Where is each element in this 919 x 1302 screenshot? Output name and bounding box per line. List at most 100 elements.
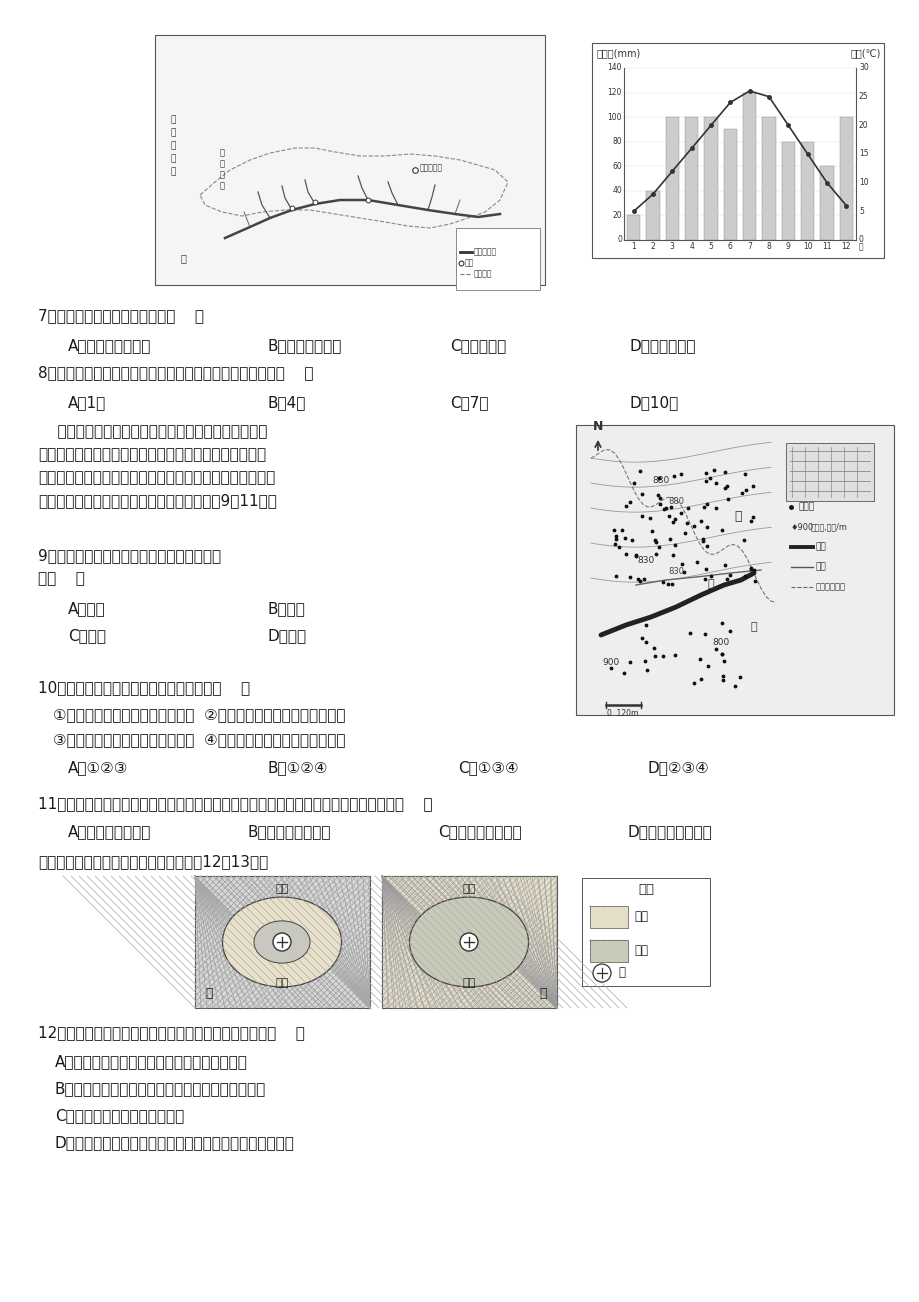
Text: C．降水: C．降水 (68, 628, 106, 643)
Text: C．由于风力侵蚀形成风蚀洼地: C．由于风力侵蚀形成风蚀洼地 (55, 1108, 184, 1124)
Text: 千户苗寨边界: 千户苗寨边界 (815, 582, 845, 591)
Ellipse shape (222, 897, 341, 987)
Text: 草地: 草地 (462, 978, 475, 988)
Text: 30: 30 (858, 64, 868, 73)
Text: 5: 5 (858, 207, 863, 216)
Text: A．①②③: A．①②③ (68, 760, 129, 775)
Text: 100: 100 (607, 113, 621, 121)
Text: 纳: 纳 (220, 159, 224, 168)
Bar (762, 117, 775, 240)
Text: A．家家打稻趁霜晴: A．家家打稻趁霜晴 (68, 824, 152, 838)
Text: 830: 830 (667, 566, 683, 575)
Text: 月: 月 (858, 242, 863, 251)
Text: 吊脚楼: 吊脚楼 (798, 503, 814, 512)
Text: 1: 1 (630, 242, 635, 251)
Text: A．河流的梯级开发: A．河流的梯级开发 (68, 339, 152, 353)
Text: 甲: 甲 (205, 987, 212, 1000)
Text: 3: 3 (669, 242, 674, 251)
Text: 读我国西北部内陆两地景观示意图，回哿12～13题。: 读我国西北部内陆两地景观示意图，回哿12～13题。 (38, 854, 268, 868)
Text: D．地形: D．地形 (267, 628, 307, 643)
Text: 10: 10 (802, 242, 811, 251)
Text: D．梨花淡白柳深青: D．梨花淡白柳深青 (628, 824, 712, 838)
FancyBboxPatch shape (575, 424, 893, 715)
Text: 5: 5 (708, 242, 712, 251)
Text: A．1月: A．1月 (68, 395, 106, 410)
Text: 气温(℃): 气温(℃) (850, 48, 880, 59)
Bar (195, 876, 369, 1008)
Text: 大坝和船闸: 大坝和船闸 (473, 247, 496, 256)
Bar (589, 940, 628, 962)
FancyBboxPatch shape (456, 228, 539, 290)
Text: 60: 60 (611, 161, 621, 171)
Text: C．①③④: C．①③④ (458, 760, 518, 775)
Text: 西: 西 (170, 141, 176, 150)
Text: 某断层谷地。层层落落的木质吹脚楼依山而建，呵梯状逐: 某断层谷地。层层落落的木质吹脚楼依山而建，呵梯状逐 (38, 447, 266, 462)
Text: 公路: 公路 (815, 562, 826, 572)
Bar (645, 191, 659, 240)
Text: 井: 井 (618, 966, 624, 979)
Bar (722, 129, 736, 240)
Bar (820, 167, 833, 240)
Text: 10．吹脚楼与自然环境的和谐共融体现在（    ）: 10．吹脚楼与自然环境的和谐共融体现在（ ） (38, 680, 250, 695)
Text: 降水量(mm): 降水量(mm) (596, 48, 641, 59)
Text: 级抬升，与自然和谐共融，成为名符其实的「生态建筑」。: 级抬升，与自然和谐共融，成为名符其实的「生态建筑」。 (38, 470, 275, 486)
Text: 河流: 河流 (815, 543, 826, 552)
Text: B．光照: B．光照 (267, 602, 305, 616)
Text: 900: 900 (602, 658, 619, 667)
Text: B．由于干旱地区地下水含盐量高，使植物不能生存: B．由于干旱地区地下水含盐量高，使植物不能生存 (55, 1081, 266, 1096)
FancyBboxPatch shape (154, 35, 544, 285)
Bar (381, 876, 556, 1008)
Text: 0: 0 (617, 236, 621, 245)
Text: B．4月: B．4月 (267, 395, 306, 410)
Text: B．①②④: B．①②④ (267, 760, 328, 775)
Text: 西: 西 (180, 253, 186, 263)
Text: 2: 2 (650, 242, 654, 251)
Text: 6: 6 (727, 242, 732, 251)
Text: 0  120m: 0 120m (607, 710, 638, 717)
Text: 密: 密 (170, 115, 176, 124)
Text: 11．某游客国庆、中秋节去西江千户苗寨旅游，见到的农业景观与下列诗句最吻合的是（    ）: 11．某游客国庆、中秋节去西江千户苗寨旅游，见到的农业景观与下列诗句最吻合的是（… (38, 796, 432, 811)
Bar (743, 92, 755, 240)
Text: 830: 830 (637, 556, 654, 565)
Text: 河: 河 (707, 579, 713, 589)
Text: C．7月: C．7月 (449, 395, 488, 410)
Text: 沙地: 沙地 (633, 910, 647, 923)
Text: 流域界线: 流域界线 (473, 270, 492, 279)
Text: 20: 20 (612, 211, 621, 220)
Bar (839, 117, 852, 240)
Text: 西江千户苗寨是中国最大的苗族古村寨，位于黔东南: 西江千户苗寨是中国最大的苗族古村寨，位于黔东南 (38, 424, 267, 439)
Text: 25: 25 (858, 92, 868, 102)
Text: 12．甲地以井为中心在草原上形成沙地，其原因可能是（    ）: 12．甲地以井为中心在草原上形成沙地，其原因可能是（ ） (38, 1025, 304, 1040)
Text: 白: 白 (733, 510, 741, 523)
Bar (664, 117, 678, 240)
Text: 诺克斯维尔: 诺克斯维尔 (420, 164, 443, 172)
Ellipse shape (409, 897, 528, 987)
Bar (589, 906, 628, 928)
Text: D．10月: D．10月 (630, 395, 678, 410)
Text: A．由于过度开采地下水导致形成地下水漏斗区: A．由于过度开采地下水导致形成地下水漏斗区 (55, 1055, 247, 1069)
Text: 80: 80 (612, 137, 621, 146)
FancyBboxPatch shape (785, 443, 873, 501)
Text: 880: 880 (667, 497, 683, 506)
Text: 草地: 草地 (633, 944, 647, 957)
Circle shape (593, 963, 610, 982)
Text: 西: 西 (220, 171, 224, 178)
Text: 20: 20 (858, 121, 868, 130)
Text: 9．造成河流两岸吹脚楼数量差异的主要因素: 9．造成河流两岸吹脚楼数量差异的主要因素 (38, 548, 221, 562)
Text: 800: 800 (711, 638, 729, 647)
Text: 8: 8 (766, 242, 770, 251)
Ellipse shape (254, 921, 310, 963)
Text: 沙地: 沙地 (275, 884, 289, 894)
Text: 7: 7 (746, 242, 752, 251)
Text: 11: 11 (822, 242, 831, 251)
Text: 880: 880 (652, 477, 669, 486)
Text: 草地: 草地 (275, 978, 289, 988)
Text: D．②③④: D．②③④ (647, 760, 709, 775)
Bar (684, 117, 698, 240)
Text: 4: 4 (688, 242, 693, 251)
Text: 9: 9 (785, 242, 790, 251)
Text: 河: 河 (170, 167, 176, 176)
Text: N: N (592, 421, 603, 434)
Circle shape (273, 934, 290, 950)
Text: 15: 15 (858, 150, 868, 159)
